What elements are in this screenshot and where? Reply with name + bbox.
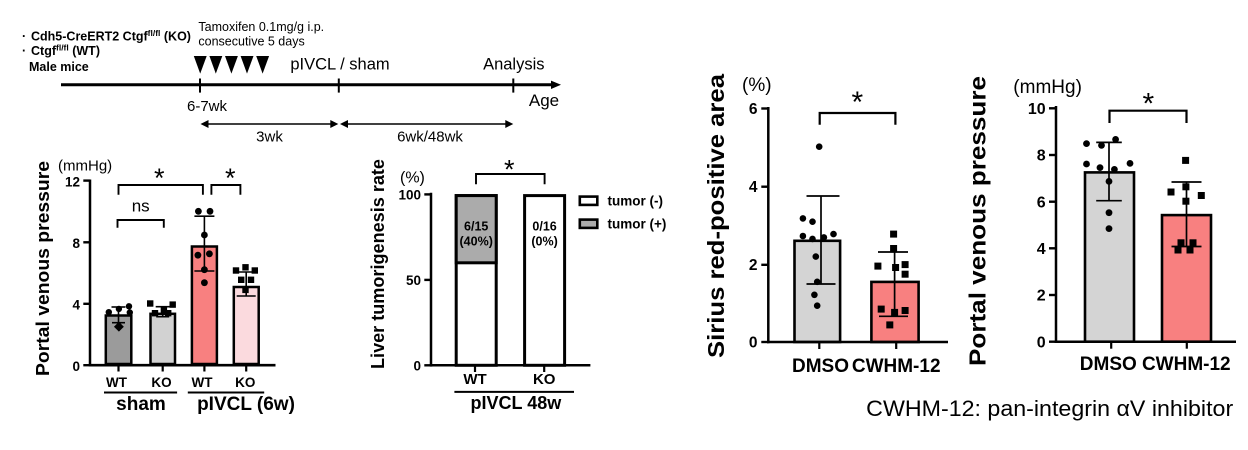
svg-text:6-7wk: 6-7wk <box>187 98 228 115</box>
svg-text:0/16: 0/16 <box>532 220 556 234</box>
svg-text:*: * <box>1142 88 1154 121</box>
svg-text:8: 8 <box>1037 148 1046 165</box>
svg-text:Ctgffl/fl (WT): Ctgffl/fl (WT) <box>31 43 100 59</box>
svg-text:*: * <box>225 163 236 193</box>
svg-text:KO: KO <box>151 375 171 390</box>
svg-text:·: · <box>22 30 26 44</box>
svg-text:sham: sham <box>116 394 166 415</box>
svg-text:tumor (-): tumor (-) <box>608 193 663 208</box>
svg-text:·: · <box>22 44 26 58</box>
svg-text:CWHM-12: CWHM-12 <box>852 356 941 377</box>
svg-text:pIVCL / sham: pIVCL / sham <box>290 56 389 74</box>
svg-text:(0%): (0%) <box>531 234 557 248</box>
svg-text:Tamoxifen 0.1mg/g i.p.: Tamoxifen 0.1mg/g i.p. <box>198 20 324 34</box>
svg-text:Sirius red-positive area: Sirius red-positive area <box>703 74 729 358</box>
svg-text:0: 0 <box>749 334 758 351</box>
svg-text:(40%): (40%) <box>460 234 493 248</box>
svg-text:consecutive 5 days: consecutive 5 days <box>198 35 304 49</box>
svg-text:Analysis: Analysis <box>483 56 544 74</box>
svg-text:WT: WT <box>463 371 486 388</box>
svg-text:Age: Age <box>529 91 559 110</box>
svg-text:Male mice: Male mice <box>29 60 89 74</box>
svg-text:8: 8 <box>72 236 80 251</box>
svg-text:Cdh5-CreERT2 Ctgffl/fl (KO): Cdh5-CreERT2 Ctgffl/fl (KO) <box>31 28 191 44</box>
svg-text:6wk/48wk: 6wk/48wk <box>397 129 463 146</box>
svg-text:tumor (+): tumor (+) <box>608 216 667 231</box>
svg-text:12: 12 <box>65 175 80 190</box>
svg-text:Liver tumorigenesis rate: Liver tumorigenesis rate <box>367 159 388 369</box>
svg-text:50: 50 <box>406 273 421 288</box>
svg-text:(mmHg): (mmHg) <box>58 158 112 175</box>
svg-text:WT: WT <box>106 375 128 390</box>
svg-text:*: * <box>504 155 515 185</box>
svg-text:pIVCL 48w: pIVCL 48w <box>471 393 563 413</box>
svg-text:0: 0 <box>413 358 421 373</box>
svg-text:4: 4 <box>749 179 758 196</box>
svg-text:KO: KO <box>235 375 255 390</box>
svg-text:0: 0 <box>1037 334 1046 351</box>
svg-text:4: 4 <box>1037 241 1046 258</box>
svg-text:0: 0 <box>72 359 80 374</box>
svg-text:(%): (%) <box>742 75 772 96</box>
svg-text:pIVCL (6w): pIVCL (6w) <box>197 394 295 415</box>
svg-text:*: * <box>154 163 165 193</box>
svg-text:ns: ns <box>132 197 150 216</box>
svg-text:DMSO: DMSO <box>792 356 849 377</box>
svg-text:100: 100 <box>398 187 421 202</box>
svg-text:6: 6 <box>1037 194 1046 211</box>
svg-text:CWHM-12: CWHM-12 <box>1142 354 1231 375</box>
svg-text:(%): (%) <box>400 170 425 187</box>
svg-text:2: 2 <box>1037 288 1046 305</box>
svg-text:(mmHg): (mmHg) <box>1013 77 1082 98</box>
svg-text:Portal venous pressure: Portal venous pressure <box>33 161 53 376</box>
svg-text:6/15: 6/15 <box>464 220 488 234</box>
svg-text:KO: KO <box>533 371 556 388</box>
svg-text:10: 10 <box>1028 101 1046 118</box>
svg-text:3wk: 3wk <box>256 129 283 146</box>
svg-text:DMSO: DMSO <box>1080 354 1137 375</box>
svg-text:CWHM-12: pan-integrin αV inhib: CWHM-12: pan-integrin αV inhibitor <box>866 396 1233 421</box>
svg-text:WT: WT <box>192 375 214 390</box>
svg-text:4: 4 <box>72 298 80 313</box>
svg-text:2: 2 <box>749 257 758 274</box>
svg-text:Portal venous pressure: Portal venous pressure <box>965 76 991 366</box>
svg-text:6: 6 <box>749 101 758 118</box>
svg-text:*: * <box>851 86 863 119</box>
